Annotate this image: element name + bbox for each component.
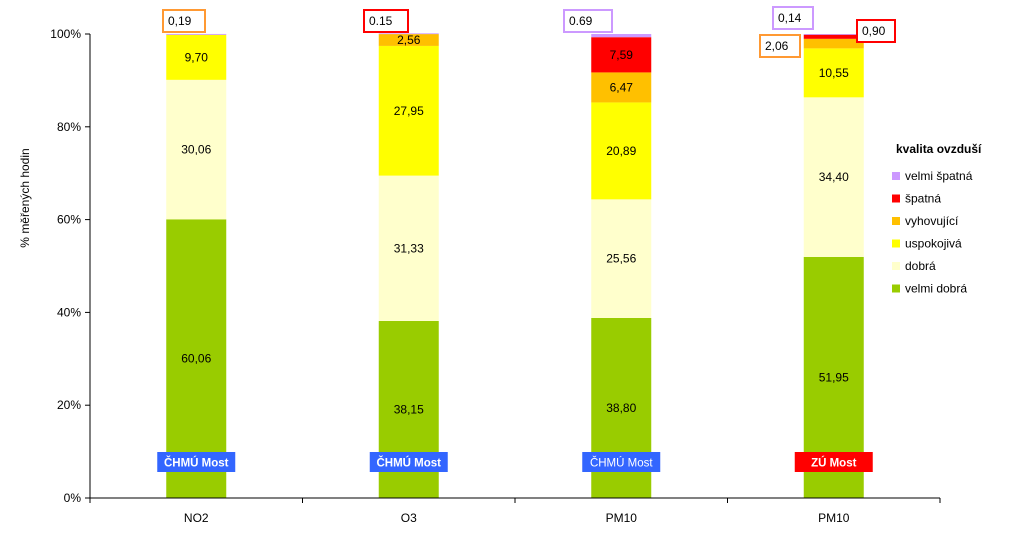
bar-segment xyxy=(378,175,439,321)
y-tick-label: 60% xyxy=(57,213,81,227)
y-tick-label: 40% xyxy=(57,305,81,319)
bar-segment xyxy=(378,33,439,35)
data-label: 38,15 xyxy=(394,402,424,416)
bar-segment xyxy=(591,102,652,200)
callout-label: 0,90 xyxy=(862,24,886,38)
x-tick-label: O3 xyxy=(401,511,417,525)
station-badge-label: ZÚ Most xyxy=(811,457,857,470)
callout-box xyxy=(772,6,814,30)
bar-segment xyxy=(803,38,864,49)
callout-box xyxy=(563,9,613,33)
bar-segment xyxy=(803,97,864,257)
bar-segment xyxy=(166,34,227,80)
station-badge xyxy=(369,452,448,472)
data-label: 51,95 xyxy=(819,370,849,384)
station-badge xyxy=(582,452,661,472)
data-label: 10,55 xyxy=(819,66,849,80)
data-label: 31,33 xyxy=(394,241,424,255)
legend-swatch xyxy=(892,284,900,293)
x-tick-label: PM10 xyxy=(606,511,638,525)
data-label: 20,89 xyxy=(606,144,636,158)
y-tick-label: 20% xyxy=(57,398,81,412)
callout-label: 2,06 xyxy=(765,39,789,53)
bar-segment xyxy=(591,34,652,38)
y-tick-label: 0% xyxy=(64,491,82,505)
legend-title: kvalita ovzduší xyxy=(896,142,982,156)
data-label: 2,56 xyxy=(397,33,421,47)
legend-entry: velmi špatná xyxy=(905,169,973,183)
data-label: 6,47 xyxy=(610,80,634,94)
callout-box xyxy=(759,34,801,58)
legend-swatch xyxy=(892,217,900,225)
bar-segment xyxy=(166,219,227,498)
data-label: 34,40 xyxy=(819,170,849,184)
bar-segment xyxy=(803,34,864,35)
legend-entry: uspokojivá xyxy=(905,237,962,251)
bar-segment xyxy=(166,79,227,220)
bar-segment xyxy=(591,37,652,73)
legend-entry: špatná xyxy=(905,192,941,206)
callout-label: 0,14 xyxy=(778,11,802,25)
bar-segment xyxy=(803,48,864,98)
legend-swatch xyxy=(892,239,900,248)
bar-segment xyxy=(166,33,227,35)
station-badge xyxy=(794,452,873,472)
data-label: 30,06 xyxy=(181,143,211,157)
legend-swatch xyxy=(892,194,900,203)
data-label: 9,70 xyxy=(185,50,209,64)
x-tick-label: NO2 xyxy=(184,511,209,525)
legend-entry: velmi dobrá xyxy=(905,282,967,296)
bar-segment xyxy=(591,199,652,318)
callout-box xyxy=(363,9,409,33)
data-label: 25,56 xyxy=(606,252,636,266)
legend-swatch xyxy=(892,172,900,180)
station-badge xyxy=(157,452,236,472)
data-label: 27,95 xyxy=(394,104,424,118)
station-badge-label: ČHMÚ Most xyxy=(590,457,653,470)
legend-entry: dobrá xyxy=(905,259,936,273)
station-badge-label: ČHMÚ Most xyxy=(376,457,441,470)
legend-swatch xyxy=(892,262,900,270)
y-tick-label: 80% xyxy=(57,120,81,134)
callout-box xyxy=(856,19,896,43)
data-label: 38,80 xyxy=(606,401,636,415)
bar-segment xyxy=(378,45,439,176)
callout-label: 0.15 xyxy=(369,14,393,28)
legend-entry: vyhovující xyxy=(905,214,959,228)
bar-segment xyxy=(378,34,439,46)
data-label: 60,06 xyxy=(181,352,211,366)
bar-segment xyxy=(591,72,652,103)
x-tick-label: PM10 xyxy=(818,511,850,525)
callout-box xyxy=(162,9,206,33)
callout-label: 0,19 xyxy=(168,14,192,28)
y-tick-label: 100% xyxy=(50,27,81,41)
callout-label: 0.69 xyxy=(569,14,593,28)
bar-segment xyxy=(803,34,864,39)
data-label: 7,59 xyxy=(610,48,634,62)
y-axis-label: % měřených hodin xyxy=(18,148,32,247)
station-badge-label: ČHMÚ Most xyxy=(164,457,229,470)
